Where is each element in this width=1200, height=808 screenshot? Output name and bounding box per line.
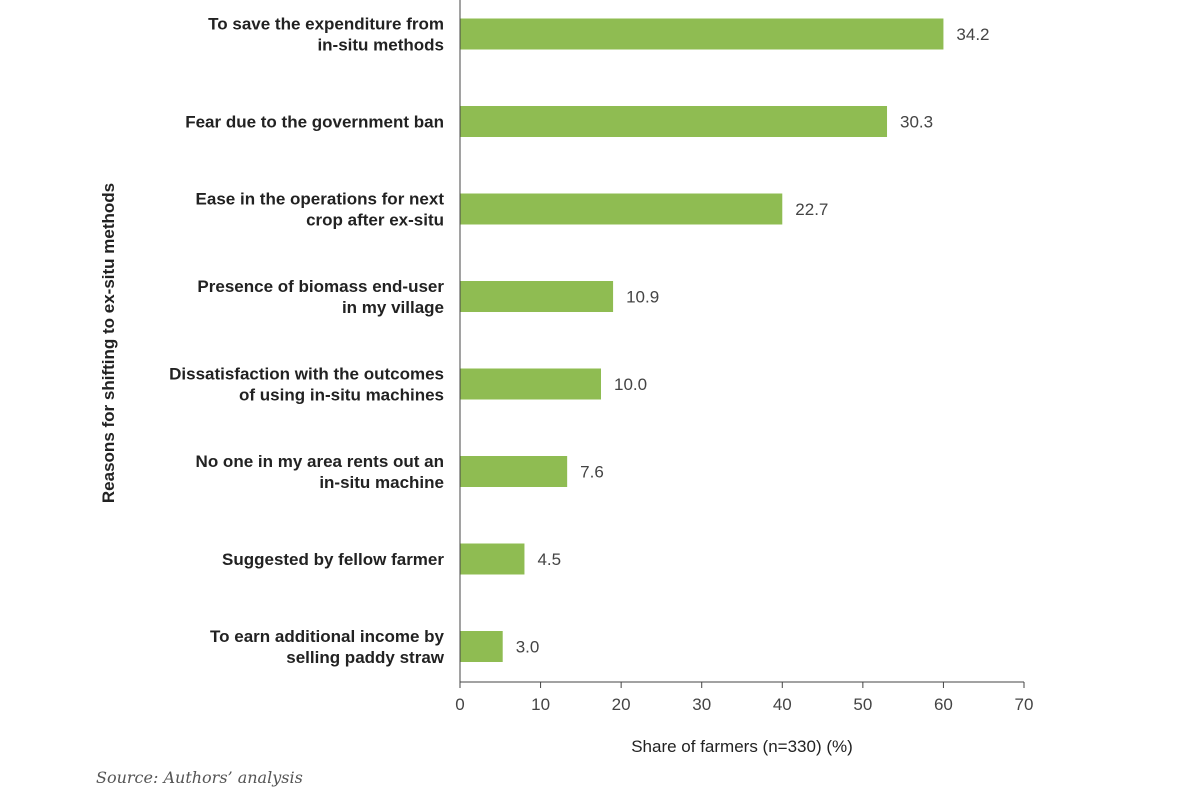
x-tick-label-20: 20 (612, 695, 631, 714)
x-tick-label-10: 10 (531, 695, 550, 714)
bar-5 (460, 368, 601, 400)
x-tick-label-30: 30 (692, 695, 711, 714)
bar-chart: 34.2 To save the expenditure from in-situ … (99, 0, 1034, 756)
category-label-3: Ease in the operations for next crop afte… (196, 190, 445, 230)
category-label-4: Presence of biomass end-user in my villag… (197, 277, 444, 317)
x-tick-label-70: 70 (1015, 695, 1034, 714)
data-label-6: 7.6 (580, 463, 604, 482)
bar-3 (460, 193, 783, 225)
x-tick-label-50: 50 (853, 695, 872, 714)
bar-7 (460, 543, 525, 575)
category-label-5: Dissatisfaction with the outcomes of usin… (169, 365, 444, 405)
category-label-1: To save the expenditure from in-situ meth… (208, 15, 444, 55)
data-label-2: 30.3 (900, 113, 933, 132)
data-label-4: 10.9 (626, 288, 659, 307)
bar-2 (460, 106, 888, 137)
x-tick-label-40: 40 (773, 695, 792, 714)
bar-8 (460, 631, 503, 662)
x-tick-label-60: 60 (934, 695, 953, 714)
data-label-7: 4.5 (537, 550, 561, 569)
x-axis-title: Share of farmers (n=330) (%) (631, 737, 853, 756)
data-label-1: 34.2 (956, 25, 989, 44)
bar-4 (460, 281, 614, 312)
source-note: Source: Authors’ analysis (96, 768, 303, 787)
data-label-8: 3.0 (516, 638, 540, 657)
category-label-7: Suggested by fellow farmer (222, 550, 444, 569)
category-label-2: Fear due to the government ban (185, 113, 444, 132)
data-label-5: 10.0 (614, 375, 647, 394)
category-label-8: To earn additional income by selling padd… (210, 627, 445, 667)
x-tick-label-0: 0 (455, 695, 464, 714)
bar-1 (460, 18, 944, 50)
data-label-3: 22.7 (795, 200, 828, 219)
y-axis-title: Reasons for shifting to ex-situ methods (99, 183, 118, 503)
bar-6 (460, 456, 568, 487)
category-label-6: No one in my area rents out an in-situ ma… (196, 452, 444, 492)
